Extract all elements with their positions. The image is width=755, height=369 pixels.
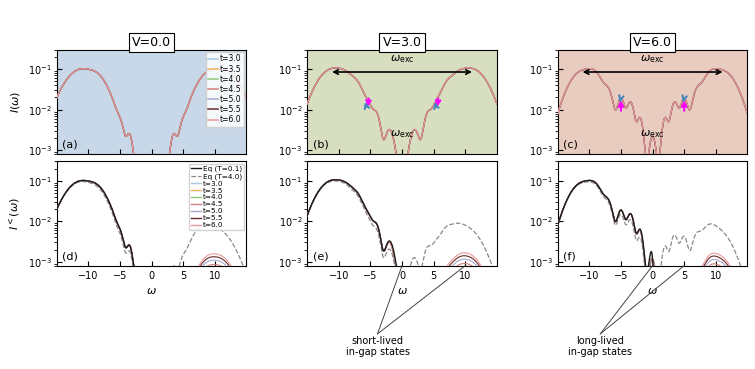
Title: V=6.0: V=6.0 xyxy=(633,36,672,49)
Text: $\omega_{\rm exc}$: $\omega_{\rm exc}$ xyxy=(640,53,665,65)
X-axis label: $\omega$: $\omega$ xyxy=(146,286,157,296)
X-axis label: $\omega$: $\omega$ xyxy=(647,286,658,296)
Text: (d): (d) xyxy=(63,252,79,262)
Text: $\omega_{\rm exc}$: $\omega_{\rm exc}$ xyxy=(390,128,414,140)
Text: long-lived
in-gap states: long-lived in-gap states xyxy=(569,336,632,358)
Text: (e): (e) xyxy=(313,252,328,262)
Text: (f): (f) xyxy=(563,252,576,262)
Legend: Eq (T=0.1), Eq (T=4.0), t=3.0, t=3.5, t=4.0, t=4.5, t=5.0, t=5.5, t=6.0: Eq (T=0.1), Eq (T=4.0), t=3.0, t=3.5, t=… xyxy=(190,163,245,230)
X-axis label: $\omega$: $\omega$ xyxy=(396,286,408,296)
Title: V=3.0: V=3.0 xyxy=(383,36,421,49)
Text: $\omega_{\rm exc}$: $\omega_{\rm exc}$ xyxy=(640,128,665,140)
Y-axis label: $I^<(\omega)$: $I^<(\omega)$ xyxy=(8,197,22,230)
Text: (a): (a) xyxy=(63,140,78,150)
Title: V=0.0: V=0.0 xyxy=(132,36,171,49)
Text: $\omega_{\rm exc}$: $\omega_{\rm exc}$ xyxy=(390,53,414,65)
Y-axis label: $I(\omega)$: $I(\omega)$ xyxy=(9,91,22,113)
Text: (b): (b) xyxy=(313,140,328,150)
Text: short-lived
in-gap states: short-lived in-gap states xyxy=(346,336,409,358)
Text: (c): (c) xyxy=(563,140,578,150)
Legend: t=3.0, t=3.5, t=4.0, t=4.5, t=5.0, t=5.5, t=6.0: t=3.0, t=3.5, t=4.0, t=4.5, t=5.0, t=5.5… xyxy=(205,52,244,127)
